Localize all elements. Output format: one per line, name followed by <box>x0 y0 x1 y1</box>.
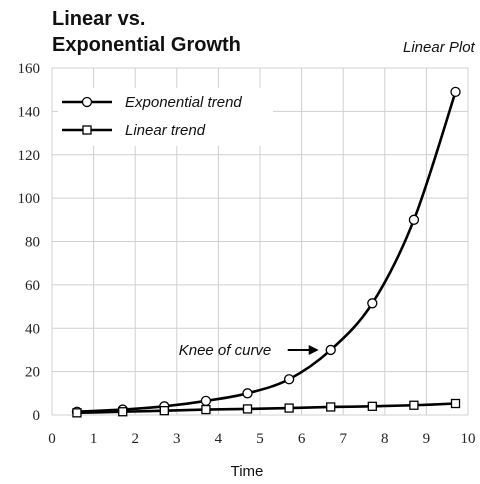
series-1 <box>72 398 461 418</box>
x-tick-label: 8 <box>381 431 389 447</box>
gridlines <box>51 67 469 416</box>
y-tick-label: 100 <box>18 191 41 207</box>
data-point-square <box>284 403 294 413</box>
y-tick-label: 140 <box>18 104 41 120</box>
annotation-arrowhead <box>308 344 319 355</box>
data-point-circle <box>242 388 253 399</box>
x-tick-label: 6 <box>298 431 306 447</box>
annotation-label: Knee of curve <box>179 342 272 359</box>
y-tick-label: 120 <box>18 148 41 164</box>
x-tick-label: 4 <box>215 431 223 447</box>
x-tick-label: 2 <box>131 431 139 447</box>
legend-marker-square <box>82 125 92 135</box>
chart-title-line-1: Linear vs. <box>52 8 146 30</box>
data-point-circle <box>367 298 378 309</box>
series-line <box>76 402 456 415</box>
legend-marker-circle <box>81 96 93 108</box>
data-point-circle <box>283 374 295 385</box>
y-tick-label: 0 <box>33 408 41 424</box>
data-point-circle <box>408 214 420 225</box>
x-tick-label: 9 <box>423 431 431 447</box>
data-point-square <box>409 400 419 410</box>
legend-label: Exponential trend <box>125 94 242 111</box>
y-tick-label: 60 <box>25 278 40 294</box>
series-layer <box>71 86 461 418</box>
data-point-square <box>326 402 336 412</box>
series-line <box>76 91 457 414</box>
x-tick-label: 1 <box>90 431 98 447</box>
chart-title-line-2: Exponential Growth <box>52 34 241 56</box>
x-tick-label: 5 <box>256 431 264 447</box>
legend: Exponential trend Linear trend <box>58 88 273 146</box>
data-point-square <box>159 406 169 416</box>
chart-title: Linear vs. Exponential Growth <box>52 6 241 58</box>
data-point-square <box>367 401 377 411</box>
data-point-circle <box>450 86 461 98</box>
data-point-circle <box>325 344 336 356</box>
x-tick-label: 0 <box>48 431 56 447</box>
data-point-square <box>242 404 253 414</box>
x-axis-title: Time <box>231 463 264 480</box>
data-point-square <box>201 404 211 415</box>
y-tick-label: 80 <box>25 235 40 251</box>
chart-subtitle: Linear Plot <box>403 39 475 56</box>
y-tick-label: 160 <box>18 61 41 77</box>
y-tick-label: 40 <box>25 321 40 337</box>
x-tick-label: 7 <box>339 431 347 447</box>
x-tick-label: 3 <box>173 431 181 447</box>
data-point-square <box>72 408 82 418</box>
legend-label: Linear trend <box>125 122 206 139</box>
data-point-square <box>118 407 128 417</box>
y-tick-label: 20 <box>25 365 40 381</box>
annotation: Knee of curve <box>179 342 319 359</box>
data-point-square <box>450 398 461 409</box>
x-tick-label: 10 <box>461 431 476 447</box>
legend-background <box>58 88 273 146</box>
data-point-circle <box>200 395 212 407</box>
